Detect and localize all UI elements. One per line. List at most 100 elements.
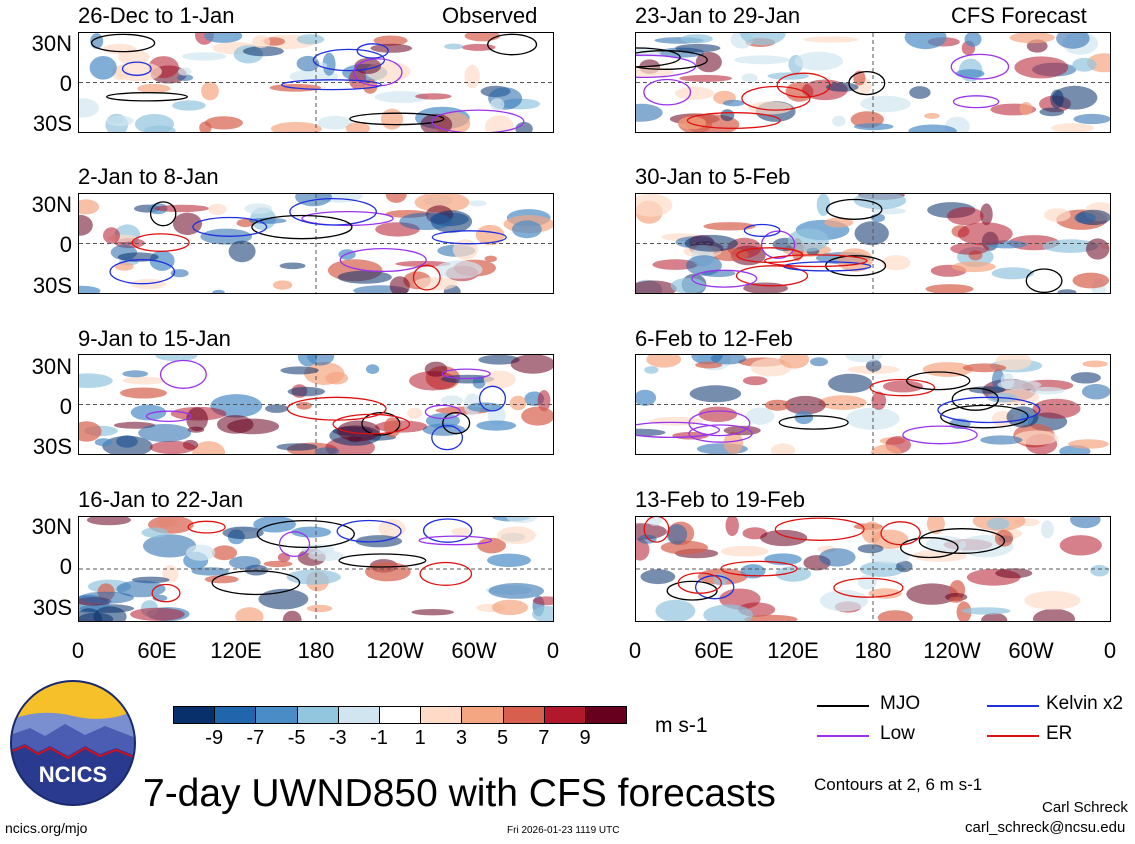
anomaly-blob: [444, 43, 464, 50]
map-field-1: [79, 33, 553, 132]
anomaly-blob: [414, 194, 470, 213]
anomaly-blob: [424, 361, 448, 377]
anomaly-blob: [488, 583, 544, 599]
anomaly-blob: [636, 538, 650, 561]
anomaly-blob: [1029, 386, 1065, 395]
wave-contour: [478, 385, 507, 412]
anomaly-blob: [703, 604, 753, 621]
anomaly-blob: [287, 386, 325, 397]
footer-author: Carl Schreck: [1042, 799, 1128, 816]
anomaly-blob: [464, 64, 480, 89]
ytick-30s-2: 30S: [32, 273, 72, 298]
anomaly-blob: [487, 553, 531, 567]
wave-contour: [825, 198, 883, 220]
colorbar-tick-label: -3: [328, 727, 347, 749]
wave-contour: [121, 61, 152, 76]
panel-title-5: 23-Jan to 29-Jan: [635, 3, 801, 28]
anomaly-blob: [980, 435, 1023, 445]
anomaly-blob: [861, 521, 882, 544]
map-panel-6: [635, 193, 1111, 294]
ytick-0-2: 0: [59, 232, 72, 257]
xtick-right-60e: 60E: [694, 638, 734, 663]
anomaly-blob: [675, 43, 721, 53]
anomaly-blob: [723, 99, 745, 107]
anomaly-blob: [991, 267, 1034, 280]
anomaly-blob: [744, 614, 798, 621]
anomaly-blob: [775, 566, 812, 582]
anomaly-blob: [1033, 608, 1075, 621]
wave-contour: [760, 230, 796, 259]
anomaly-blob: [280, 366, 319, 375]
anomaly-blob: [828, 373, 873, 393]
anomaly-blob: [461, 43, 496, 51]
anomaly-blob: [857, 544, 884, 554]
ytick-30s-4: 30S: [32, 595, 72, 620]
wave-contour: [688, 410, 751, 437]
footer-url[interactable]: ncics.org/mjo: [5, 820, 88, 836]
anomaly-blob: [660, 540, 708, 555]
anomaly-blob: [1044, 208, 1071, 222]
wave-contour: [636, 421, 721, 439]
anomaly-blob: [185, 544, 216, 561]
anomaly-blob: [304, 362, 345, 385]
anomaly-blob: [272, 280, 293, 290]
anomaly-blob: [818, 395, 867, 410]
anomaly-blob: [725, 517, 739, 537]
anomaly-blob: [509, 395, 527, 411]
anomaly-blob: [253, 517, 296, 533]
wave-contour: [869, 378, 936, 397]
colorbar-tick-label: -5: [287, 727, 306, 749]
ytick-30s-1: 30S: [32, 111, 72, 136]
anomaly-blob: [476, 420, 517, 431]
anomaly-blob: [1072, 272, 1110, 289]
wave-contour: [743, 223, 781, 237]
wave-contour: [353, 58, 403, 87]
legend-swatch-low: [817, 735, 869, 737]
wave-contour: [442, 412, 471, 435]
footer-email[interactable]: carl_schreck@ncsu.edu: [965, 819, 1126, 836]
anomaly-blob: [114, 262, 134, 271]
xtick-right-60w: 60W: [1008, 638, 1054, 663]
anomaly-blob: [689, 385, 742, 403]
anomaly-blob: [868, 588, 902, 599]
xtick-right-180: 180: [854, 638, 892, 663]
ytick-30n-3: 30N: [31, 354, 72, 379]
anomaly-blob: [854, 221, 889, 246]
anomaly-blob: [296, 401, 312, 410]
anomaly-blob: [819, 589, 868, 612]
wave-contour: [643, 78, 692, 106]
wave-contour: [940, 404, 1029, 429]
wave-contour: [900, 537, 959, 559]
map-field-3: [79, 355, 553, 454]
wave-contour: [782, 261, 872, 272]
legend-swatch-kelvin: [987, 705, 1039, 707]
anomaly-blob: [986, 517, 1010, 530]
wave-contour: [145, 410, 192, 423]
wave-contour: [950, 53, 1010, 80]
anomaly-blob: [881, 255, 911, 271]
anomaly-blob: [948, 596, 963, 603]
anomaly-blob: [211, 545, 238, 561]
wave-contour: [776, 72, 831, 98]
anomaly-blob: [1019, 102, 1033, 116]
anomaly-blob: [695, 361, 723, 369]
anomaly-blob: [1032, 398, 1081, 419]
anomaly-blob: [79, 214, 93, 236]
anomaly-blob: [491, 599, 529, 616]
anomaly-blob: [79, 98, 99, 118]
xtick-right-120e: 120E: [767, 638, 819, 663]
wave-contour: [636, 50, 708, 70]
anomaly-blob: [79, 199, 100, 215]
wave-contour: [424, 404, 461, 420]
wave-contour: [431, 109, 525, 132]
wave-contour: [312, 48, 386, 72]
wave-contour: [90, 33, 156, 53]
xtick-right-0: 0: [628, 638, 642, 663]
anomaly-blob: [521, 406, 553, 426]
anomaly-blob: [803, 36, 859, 43]
wave-contour: [487, 33, 538, 56]
anomaly-blob: [866, 359, 882, 372]
anomaly-blob: [149, 440, 196, 454]
anomaly-blob: [120, 387, 167, 399]
wave-contour: [412, 264, 441, 291]
